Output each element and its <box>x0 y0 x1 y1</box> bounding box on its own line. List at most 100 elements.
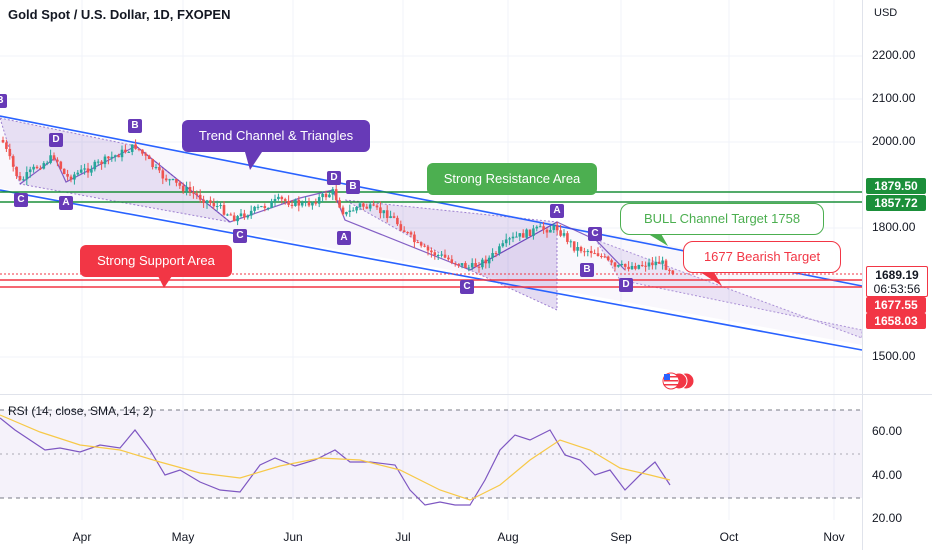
candle-body <box>640 265 644 267</box>
candle-body <box>664 260 668 270</box>
resistance-price-tag-1: 1879.50 <box>866 178 926 194</box>
candle-body <box>389 216 392 219</box>
wave-label[interactable]: B <box>0 94 7 108</box>
candle-body <box>297 199 301 206</box>
candle-body <box>100 161 103 165</box>
candle-body <box>399 224 403 231</box>
rsi-indicator-label[interactable]: RSI (14, close, SMA, 14, 2) <box>8 404 154 418</box>
candle-body <box>328 194 331 198</box>
candle-body <box>372 204 375 206</box>
time-axis-label: Oct <box>719 530 739 544</box>
rsi-line <box>0 417 671 506</box>
candle-body <box>1 140 5 143</box>
wave-label[interactable]: B <box>346 180 360 194</box>
candle-body <box>283 199 287 201</box>
wave-label[interactable]: D <box>49 133 63 147</box>
bull-target-callout[interactable]: BULL Channel Target 1758 <box>620 203 824 235</box>
candle-body <box>314 202 318 204</box>
support-price-tag-1: 1677.55 <box>866 297 926 313</box>
candle-body <box>426 246 430 251</box>
candle-body <box>154 167 158 169</box>
candle-body <box>181 185 185 192</box>
candle-body <box>549 229 552 233</box>
candle-body <box>382 210 386 214</box>
candle-body <box>477 266 481 268</box>
wave-label[interactable]: C <box>233 229 247 243</box>
candle-body <box>287 200 290 205</box>
wave-label[interactable]: C <box>588 227 602 241</box>
candle-body <box>606 256 610 261</box>
wave-label[interactable]: A <box>550 204 564 218</box>
trend-channel-callout[interactable]: Trend Channel & Triangles <box>182 120 370 152</box>
candle-body <box>630 265 634 270</box>
candle-body <box>161 170 165 179</box>
wave-label[interactable]: A <box>337 231 351 245</box>
candle-body <box>572 241 576 251</box>
candle-body <box>236 216 239 222</box>
candle-body <box>134 144 137 149</box>
callout-pointer-bull <box>645 232 668 246</box>
rsi-sma-line <box>0 414 671 501</box>
candle-body <box>93 161 97 170</box>
candle-body <box>579 247 583 252</box>
candle-body <box>504 239 508 244</box>
candle-body <box>569 241 573 243</box>
us-flag-events-icon[interactable] <box>660 372 696 390</box>
candle-body <box>436 254 440 256</box>
candle-body <box>226 214 229 216</box>
candle-body <box>76 172 80 175</box>
wave-label[interactable]: D <box>327 171 341 185</box>
candle-body <box>396 217 399 225</box>
candle-body <box>600 255 603 257</box>
price-axis-label: 2000.00 <box>872 134 916 148</box>
wave-label[interactable]: B <box>580 263 594 277</box>
candle-body <box>141 149 144 154</box>
wave-label[interactable]: C <box>460 280 474 294</box>
candle-body <box>596 253 600 256</box>
candle-body <box>49 155 52 163</box>
candle-body <box>651 262 654 266</box>
wave-label[interactable]: D <box>619 278 633 292</box>
candle-body <box>562 233 566 236</box>
candle-body <box>249 210 253 216</box>
wave-label[interactable]: C <box>14 193 28 207</box>
candle-body <box>113 155 117 157</box>
price-axis-label: 1500.00 <box>872 349 916 363</box>
candle-body <box>627 266 630 270</box>
candle-body <box>331 189 335 195</box>
pane-separator[interactable] <box>0 394 932 395</box>
candle-body <box>229 214 233 216</box>
candle-body <box>273 199 277 202</box>
candle-body <box>419 242 423 246</box>
rsi-axis-label: 40.00 <box>872 468 903 482</box>
candle-body <box>253 206 256 211</box>
candle-body <box>90 169 93 173</box>
candle-body <box>120 149 124 158</box>
bear-target-callout[interactable]: 1677 Bearish Target <box>683 241 841 273</box>
candles <box>1 136 675 276</box>
candle-body <box>515 236 518 238</box>
candle-body <box>392 216 396 218</box>
candle-body <box>212 203 216 207</box>
wave-label[interactable]: A <box>59 196 73 210</box>
support-area-callout[interactable]: Strong Support Area <box>80 245 232 277</box>
candle-body <box>552 225 556 230</box>
wave-label[interactable]: B <box>128 119 142 133</box>
price-axis-separator <box>862 0 863 550</box>
candle-body <box>28 169 32 173</box>
candle-body <box>96 161 100 163</box>
resistance-area-callout[interactable]: Strong Resistance Area <box>427 163 597 195</box>
candle-body <box>583 251 586 253</box>
chart-title[interactable]: Gold Spot / U.S. Dollar, 1D, FXOPEN <box>8 7 231 22</box>
time-axis-label: Jul <box>395 530 411 544</box>
candle-body <box>42 163 46 169</box>
candle-body <box>603 256 607 258</box>
candle-body <box>613 262 617 267</box>
candle-body <box>188 187 192 192</box>
candle-body <box>334 189 338 201</box>
candle-body <box>202 199 205 203</box>
candle-body <box>460 263 464 266</box>
candle-body <box>576 247 579 251</box>
candle-body <box>79 169 83 173</box>
